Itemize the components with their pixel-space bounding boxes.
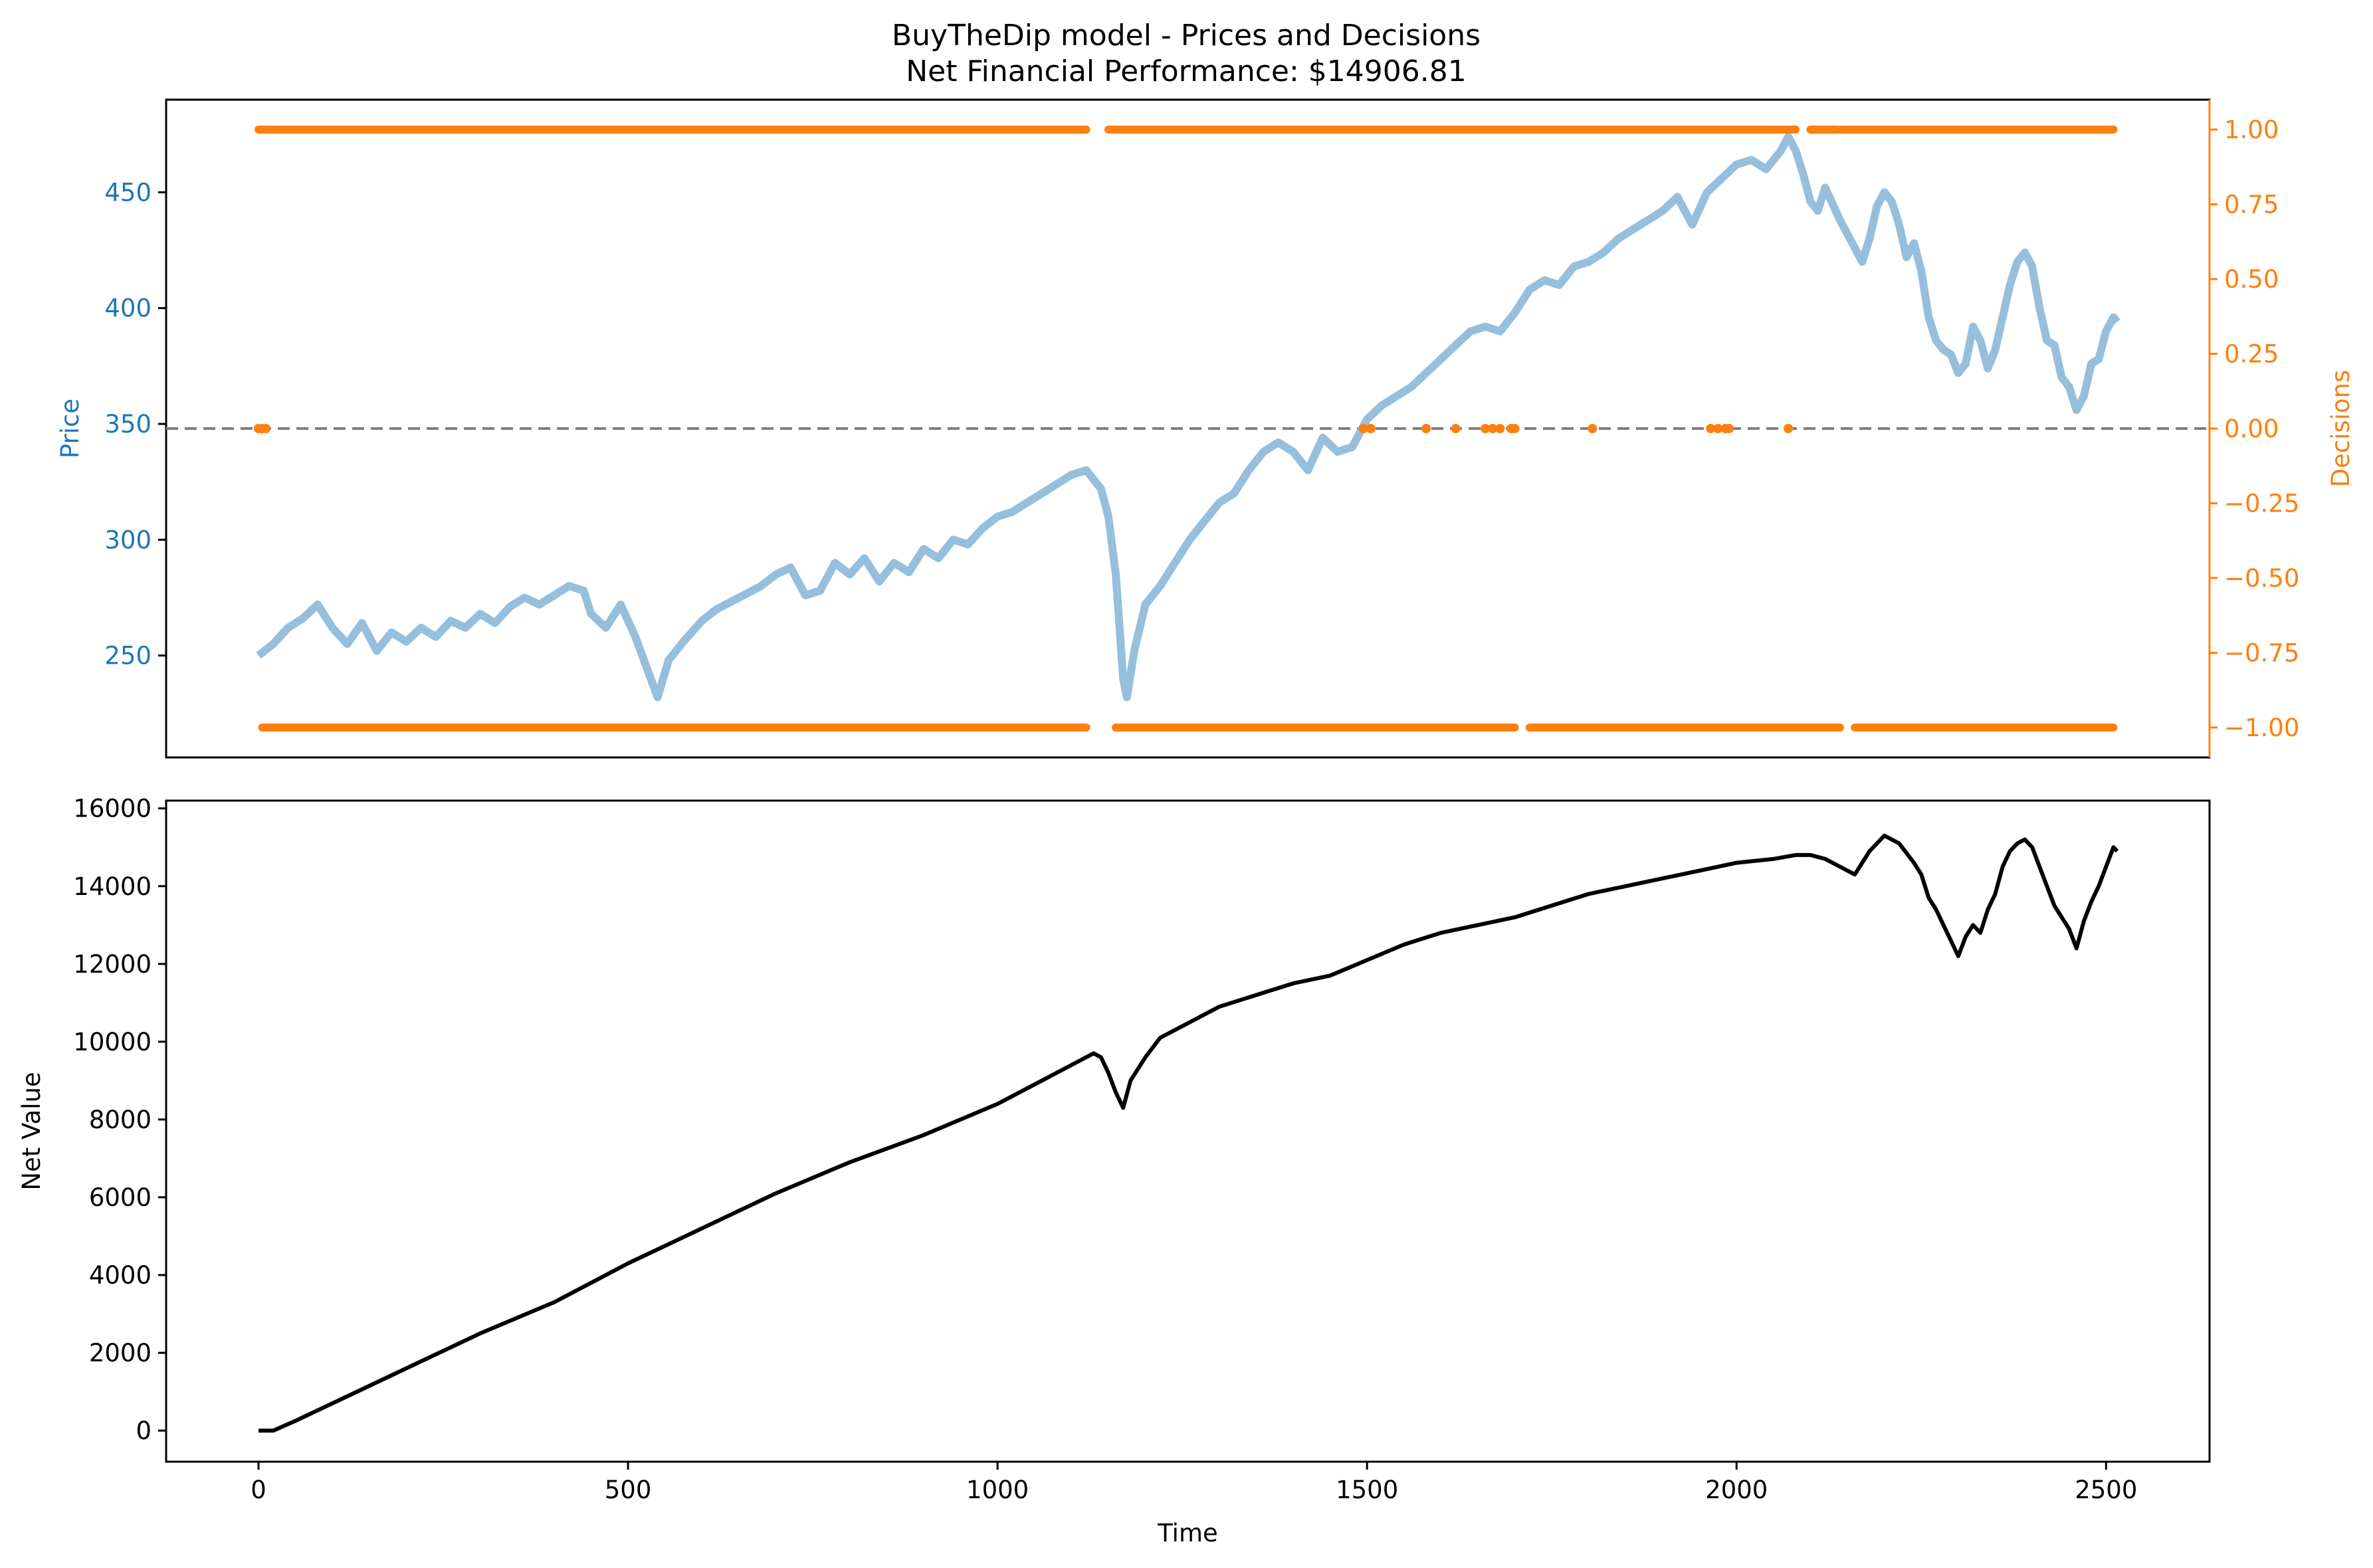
decisions-axis-tick-label: −0.25 (2224, 490, 2299, 518)
time-axis-tick-label: 1000 (966, 1476, 1029, 1504)
net-value-axis-tick-label: 16000 (73, 795, 152, 823)
net-value-axis-tick-label: 12000 (73, 950, 152, 979)
net-value-axis-tick-label: 2000 (89, 1339, 152, 1367)
decision-hold-marker (1366, 424, 1376, 433)
price-axis-tick-label: 250 (104, 642, 152, 670)
price-axis-tick-label: 400 (104, 294, 152, 323)
decisions-axis-tick-label: 0.25 (2224, 340, 2279, 369)
decision-hold-marker (1451, 424, 1461, 433)
decision-hold-marker (1510, 424, 1520, 433)
time-axis-label: Time (1157, 1519, 1218, 1547)
price-decisions-panel: 250 300 350 400 450 1.00 0.75 0.50 0.25 0.00 −0.25… (56, 98, 2355, 759)
time-axis-tick-label: 1500 (1336, 1476, 1398, 1504)
decisions-axis-tick-label: −0.50 (2224, 564, 2299, 593)
decisions-axis-tick-label: −1.00 (2224, 714, 2299, 742)
decision-hold-marker (1588, 424, 1598, 433)
decision-hold-marker (1481, 424, 1491, 433)
decision-hold-marker (1724, 424, 1734, 433)
net-value-axis-tick-label: 6000 (89, 1183, 152, 1212)
decision-hold-marker (1713, 424, 1723, 433)
decision-hold-marker (1706, 424, 1716, 433)
net-value-axis-tick-label: 0 (136, 1417, 152, 1445)
bottom-panel-frame (165, 799, 2211, 1463)
net-value-series-line (258, 833, 2119, 1433)
decision-hold-marker (1488, 424, 1498, 433)
net-value-axis-label: Net Value (17, 1072, 46, 1190)
price-axis-tick-label: 450 (104, 178, 152, 207)
time-axis-tick-label: 2000 (1705, 1476, 1768, 1504)
time-axis-tick-label: 2500 (2075, 1476, 2137, 1504)
price-axis-label: Price (56, 399, 84, 458)
decision-hold-marker (1421, 424, 1431, 433)
chart-title-line1: BuyTheDip model - Prices and Decisions (892, 19, 1481, 52)
decisions-axis-tick-label: −0.75 (2224, 639, 2299, 668)
decision-hold-marker (1495, 424, 1505, 433)
net-value-axis-tick-label: 10000 (73, 1028, 152, 1056)
decision-hold-marker (1358, 424, 1368, 433)
net-value-axis-tick-label: 4000 (89, 1261, 152, 1290)
decisions-axis-tick-label: 0.50 (2224, 265, 2279, 294)
time-axis-tick-label: 500 (605, 1476, 652, 1504)
decision-hold-marker (261, 424, 271, 433)
price-axis-tick-label: 300 (104, 526, 152, 554)
decisions-axis-label: Decisions (2326, 370, 2355, 488)
price-series-line (256, 132, 2120, 702)
decisions-axis-tick-label: 0.00 (2224, 415, 2279, 443)
time-axis-tick-label: 0 (251, 1476, 266, 1504)
chart-title-line2: Net Financial Performance: $14906.81 (906, 54, 1466, 88)
decision-hold-marker (1784, 424, 1794, 433)
price-axis-tick-label: 350 (104, 410, 152, 439)
decisions-axis-tick-label: 0.75 (2224, 191, 2279, 219)
net-value-axis-tick-label: 14000 (73, 872, 152, 901)
net-value-axis-tick-label: 8000 (89, 1106, 152, 1134)
net-value-panel: 0 2000 4000 6000 8000 10000 12000 14000 16000 0 50… (17, 795, 2211, 1547)
decisions-axis-tick-label: 1.00 (2224, 116, 2279, 144)
